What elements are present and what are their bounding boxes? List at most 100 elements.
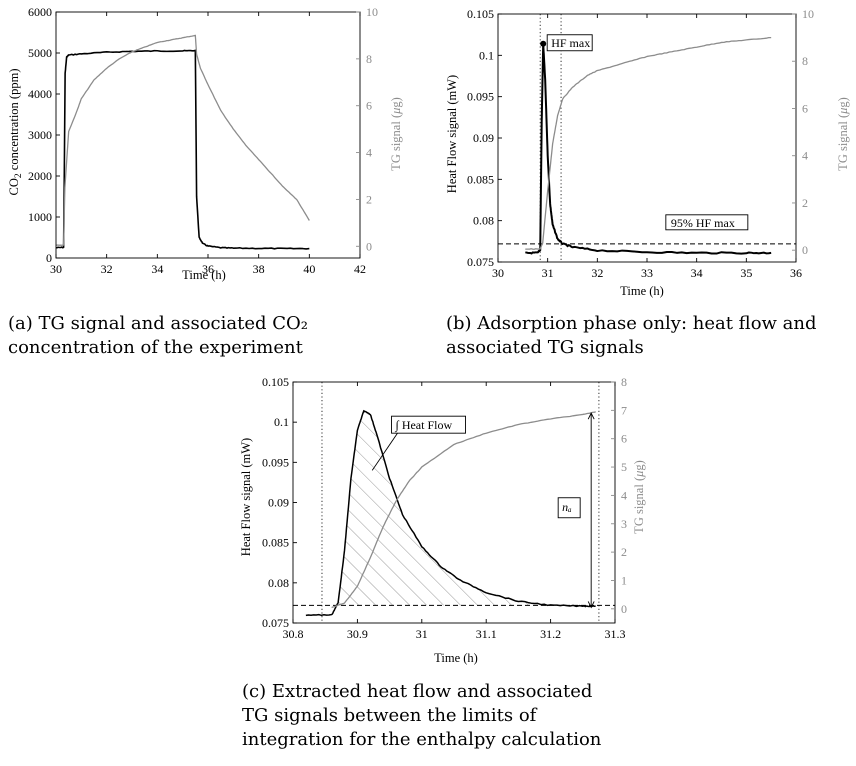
y-right-tick-label: 4 — [802, 149, 808, 163]
y-left-tick-label: 0.105 — [262, 375, 289, 389]
x-tick-label: 31.3 — [605, 627, 626, 641]
y-right-tick-label: 10 — [802, 7, 814, 21]
y-left-tick-label: 4000 — [28, 87, 52, 101]
series-line-1 — [525, 36, 772, 250]
x-tick-label: 31 — [416, 627, 428, 641]
x-tick-label: 30.9 — [347, 627, 368, 641]
y-left-tick-label: 0.095 — [262, 455, 289, 469]
integral-area — [321, 410, 599, 606]
y-right-tick-label: 5 — [621, 460, 627, 474]
y-right-tick-label: 4 — [621, 488, 627, 502]
plot-frame — [55, 11, 361, 259]
na-label: nₐ — [562, 500, 572, 514]
integral-label-box — [391, 415, 466, 434]
svg-text:CO2 concentration (ppm): CO2 concentration (ppm) — [7, 69, 24, 196]
y-left-tick-label: 0.09 — [473, 131, 494, 145]
series-line-0 — [56, 49, 310, 250]
y-right-tick-label: 10 — [366, 5, 378, 19]
x-axis-label: Time (h) — [434, 651, 478, 665]
na-label-box — [557, 497, 581, 519]
hf-max-label-box — [546, 34, 593, 52]
chart-b: Heat Flow signal (mW) TG signal (μg) Tim… — [445, 7, 850, 298]
hf-max-marker — [540, 40, 547, 47]
y-left-tick-label: 2000 — [28, 169, 52, 183]
right-axis-label: TG signal (μg) — [632, 460, 646, 534]
y-right-tick-label: 6 — [366, 99, 372, 113]
left-axis-label: Heat Flow signal (mW) — [445, 75, 459, 193]
svg-text:Heat Flow signal (mW): Heat Flow signal (mW) — [239, 438, 253, 556]
svg-text:TG signal (μg): TG signal (μg) — [389, 97, 403, 171]
hf-max-label: HF max — [551, 36, 590, 50]
y-left-tick-label: 0.1 — [479, 48, 494, 62]
y-left-tick-label: 1000 — [28, 210, 52, 224]
plot-area — [498, 14, 796, 262]
x-axis-label: Time (h) — [182, 268, 226, 282]
svg-text:TG signal (μg): TG signal (μg) — [632, 460, 646, 534]
left-axis-label: Heat Flow signal (mW) — [239, 438, 253, 556]
x-tick-label: 31 — [542, 266, 554, 280]
y-right-tick-label: 2 — [366, 192, 372, 206]
y-right-tick-label: 0 — [802, 243, 808, 257]
chart-a: CO2 concentration (ppm) TG signal (μg) T… — [7, 5, 403, 282]
x-tick-label: 36 — [790, 266, 802, 280]
y-left-tick-label: 0.075 — [467, 255, 494, 269]
y-left-tick-label: 0.08 — [473, 214, 494, 228]
caption-a: (a) TG signal and associated CO₂ concent… — [8, 313, 308, 358]
y-right-tick-label: 0 — [621, 602, 627, 616]
x-axis-label: Time (h) — [620, 284, 664, 298]
y-right-tick-label: 8 — [621, 375, 627, 389]
y-right-tick-label: 3 — [621, 517, 627, 531]
chart-c: Heat Flow signal (mW) TG signal (μg) Tim… — [239, 375, 646, 665]
y-left-tick-label: 0.095 — [467, 90, 494, 104]
y-right-tick-label: 2 — [802, 196, 808, 210]
x-tick-label: 31.1 — [476, 627, 497, 641]
x-tick-label: 32 — [101, 262, 113, 276]
right-axis-label: TG signal (μg) — [836, 97, 850, 171]
x-tick-label: 34 — [691, 266, 703, 280]
integral-arrow — [371, 432, 398, 471]
y-left-tick-label: 0.085 — [262, 536, 289, 550]
y-right-tick-label: 6 — [621, 432, 627, 446]
hf95-label: 95% HF max — [671, 216, 735, 230]
y-left-tick-label: 0 — [46, 251, 52, 265]
y-right-tick-label: 8 — [802, 54, 808, 68]
y-left-tick-label: 0.08 — [268, 576, 289, 590]
y-left-tick-label: 0.085 — [467, 172, 494, 186]
y-left-tick-label: 0.1 — [274, 415, 289, 429]
y-left-tick-label: 0.09 — [268, 496, 289, 510]
y-left-tick-label: 0.105 — [467, 7, 494, 21]
svg-text:Heat Flow signal (mW): Heat Flow signal (mW) — [445, 75, 459, 193]
y-left-tick-label: 5000 — [28, 46, 52, 60]
y-right-tick-label: 7 — [621, 403, 627, 417]
y-left-tick-label: 0.075 — [262, 616, 289, 630]
x-tick-label: 30.8 — [283, 627, 304, 641]
plot-area — [56, 34, 310, 250]
series-line-1 — [56, 34, 310, 246]
y-right-tick-label: 6 — [802, 101, 808, 115]
x-tick-label: 40 — [303, 262, 315, 276]
x-tick-label: 42 — [354, 262, 366, 276]
x-tick-label: 30 — [50, 262, 62, 276]
y-right-tick-label: 4 — [366, 146, 372, 160]
x-tick-label: 30 — [492, 266, 504, 280]
svg-text:TG signal (μg): TG signal (μg) — [836, 97, 850, 171]
caption-b: (b) Adsorption phase only: heat flow and… — [446, 313, 817, 358]
x-tick-label: 32 — [591, 266, 603, 280]
na-arrow-head-top — [587, 412, 595, 420]
hf95-label-box — [665, 214, 749, 231]
x-tick-label: 35 — [740, 266, 752, 280]
y-left-tick-label: 3000 — [28, 128, 52, 142]
y-left-tick-label: 6000 — [28, 5, 52, 19]
x-tick-label: 38 — [253, 262, 265, 276]
right-axis-label: TG signal (μg) — [389, 97, 403, 171]
x-tick-label: 36 — [202, 262, 214, 276]
y-right-tick-label: 0 — [366, 239, 372, 253]
x-tick-label: 33 — [641, 266, 653, 280]
series-line-0 — [525, 42, 772, 255]
x-tick-label: 34 — [151, 262, 163, 276]
integral-label: ∫ Heat Flow — [395, 418, 453, 432]
series-line-0 — [305, 409, 596, 617]
left-axis-label: CO2 concentration (ppm) — [7, 69, 24, 196]
y-right-tick-label: 8 — [366, 52, 372, 66]
x-tick-label: 31.2 — [540, 627, 561, 641]
